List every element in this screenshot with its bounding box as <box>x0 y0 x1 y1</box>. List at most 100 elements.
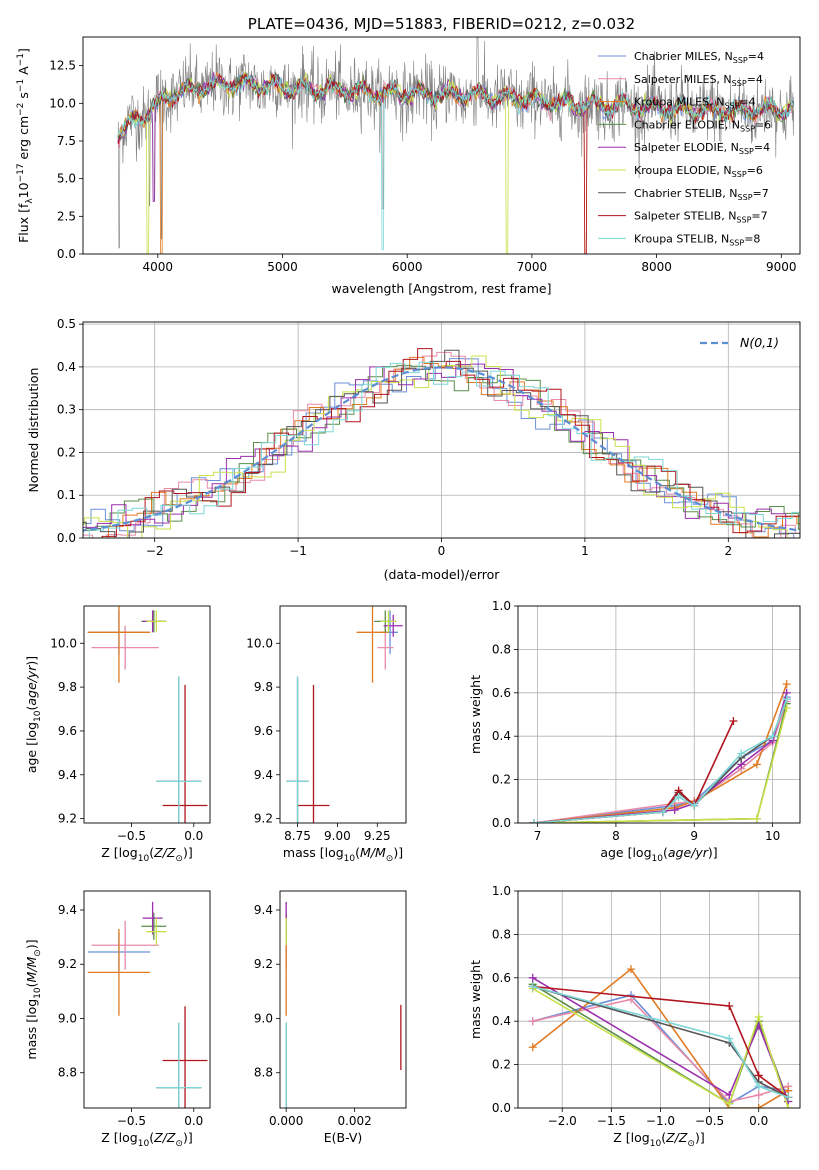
point-marker <box>752 814 761 823</box>
errorbar-salpeter_miles <box>91 625 159 670</box>
y-tick-label: 10.0 <box>246 636 273 650</box>
errorbar-chabrier_elodie <box>141 912 167 940</box>
x-tick-label: 4000 <box>143 260 174 274</box>
x-tick-label: 0.0 <box>184 829 203 843</box>
y-tick-label: 9.6 <box>58 724 77 738</box>
y-tick-label: 0.0 <box>57 247 76 261</box>
y-tick-label: 9.2 <box>58 957 77 971</box>
errorbar-salpeter_elodie <box>142 901 163 935</box>
x-tick-label: 10 <box>765 829 780 843</box>
point-marker <box>729 717 738 726</box>
x-axis-label: Z [log10(Z/Z⊙)] <box>101 845 192 864</box>
plot-area <box>87 901 208 1108</box>
y-tick-label: 0.0 <box>492 1101 511 1115</box>
x-tick-label: 8.75 <box>284 829 311 843</box>
y-tick-label: 0.4 <box>492 1014 511 1028</box>
y-tick-label: 7.5 <box>57 134 76 148</box>
series-line-chabrier_miles <box>533 696 788 823</box>
errorbar-kroupa_elodie <box>146 918 167 946</box>
x-tick-label: −0.5 <box>695 1114 724 1128</box>
x-axis-label: (data-model)/error <box>384 567 501 582</box>
plot-area <box>285 901 402 1108</box>
x-tick-label: −2.0 <box>548 1114 577 1128</box>
legend-label-kroupa_stelib: Kroupa STELIB, NSSP=8 <box>634 232 760 247</box>
x-tick-label: 0.0 <box>749 1114 768 1128</box>
series-line-kroupa_miles <box>532 967 789 1108</box>
axes-spine <box>82 36 801 255</box>
errorbar-salpeter_stelib <box>162 684 208 823</box>
x-tick-label: 6000 <box>392 260 423 274</box>
point-marker <box>529 819 538 823</box>
axes-spine <box>279 890 407 1109</box>
panel-spectrum: 4000 5000 6000 7000 8000 9000 0.0 2.5 5.0 7.5 10.0… <box>16 15 801 296</box>
y-tick-label: 9.0 <box>254 1011 273 1025</box>
y-tick-label: 9.2 <box>254 812 273 826</box>
x-axis-label: age [log10(age/yr)] <box>600 845 717 864</box>
axes-frame: −0.5 0.0 9.2 9.4 9.6 9.8 10.0 Z [log10(Z/Z⊙)] ag… <box>24 605 211 864</box>
series-line-salpeter_stelib <box>532 985 789 1098</box>
point-marker <box>725 1099 734 1108</box>
series-kroupa_stelib <box>528 982 793 1102</box>
legend-label-kroupa_elodie: Kroupa ELODIE, NSSP=6 <box>634 164 763 179</box>
y-tick-label: 9.4 <box>58 768 77 782</box>
y-tick-label: 5.0 <box>57 172 76 186</box>
errorbar-salpeter_elodie <box>383 614 403 637</box>
y-tick-label: 1.0 <box>492 884 511 898</box>
point-marker <box>725 1034 734 1043</box>
errorbar-kroupa_miles <box>356 606 389 683</box>
point-marker <box>674 792 683 801</box>
histogram-kroupa_elodie <box>83 355 800 538</box>
point-marker <box>752 760 761 769</box>
point-marker <box>754 1071 763 1080</box>
point-marker <box>782 680 791 689</box>
series-line-kroupa_stelib <box>532 985 789 1098</box>
point-marker <box>528 973 537 982</box>
point-marker <box>784 1104 793 1108</box>
axes-spine <box>83 890 211 1109</box>
y-axis-label: age [log10(age/yr)] <box>24 656 43 773</box>
point-marker <box>528 1017 537 1026</box>
plot-area <box>117 37 795 254</box>
legend-label-chabrier_miles: Chabrier MILES, NSSP=4 <box>634 50 764 65</box>
errorbar-salpeter_stelib <box>162 1006 208 1108</box>
series-line-kroupa_elodie <box>532 987 789 1108</box>
point-marker <box>725 1002 734 1011</box>
x-tick-label: −0.5 <box>117 829 146 843</box>
panel-mass_vs_ebv: 0.000 0.002 8.8 9.0 9.2 9.4 E(B-V) <box>254 890 407 1145</box>
point-marker <box>754 1090 763 1099</box>
errorbar-kroupa_elodie <box>380 610 397 633</box>
point-marker <box>626 965 635 974</box>
series-line-salpeter_elodie <box>533 692 788 823</box>
point-marker <box>784 1093 793 1102</box>
panel-massweight_vs_Z: −2.0 −1.5 −1.0 −0.5 0.0 0.0 0.2 0.4 0.6 0.8 1.0 Z [… <box>468 884 801 1149</box>
x-tick-label: 0.000 <box>269 1114 303 1128</box>
series-line-salpeter_miles <box>533 701 788 823</box>
y-axis-label: Flux [fλ10−17 erg cm−2 s−1 A−1] <box>16 48 35 243</box>
x-axis-label: E(B-V) <box>324 1130 363 1145</box>
y-axis-label: mass weight <box>468 960 483 1039</box>
point-marker <box>754 1104 763 1108</box>
y-tick-label: 12.5 <box>49 59 76 73</box>
panel-mass_vs_Z: −0.5 0.0 8.8 9.0 9.2 9.4 Z [log10(Z/Z⊙)] mass [… <box>24 890 211 1149</box>
y-tick-label: 0.0 <box>57 531 76 545</box>
x-tick-label: 8 <box>612 829 620 843</box>
axes-spine <box>517 890 801 1109</box>
axes-frame: −0.5 0.0 8.8 9.0 9.2 9.4 Z [log10(Z/Z⊙)] mass [… <box>24 890 211 1149</box>
y-tick-label: 0.4 <box>57 360 76 374</box>
x-tick-label: −1 <box>289 544 307 558</box>
x-tick-label: 0 <box>438 544 446 558</box>
series-kroupa_stelib <box>529 695 791 823</box>
axes-spine <box>83 605 211 824</box>
x-tick-label: 8000 <box>641 260 672 274</box>
x-tick-label: 7000 <box>517 260 548 274</box>
y-tick-label: 0.2 <box>57 445 76 459</box>
errorbar-salpeter_miles <box>91 920 159 970</box>
x-tick-label: 1 <box>581 544 589 558</box>
y-tick-label: 10.0 <box>49 96 76 110</box>
errorbar-kroupa_miles <box>87 928 151 1016</box>
errorbar-salpeter_stelib <box>297 684 330 823</box>
point-marker <box>658 808 667 817</box>
y-tick-label: 0.4 <box>492 729 511 743</box>
residual-legend: N(0,1) <box>700 335 779 350</box>
y-tick-label: 0.6 <box>492 971 511 985</box>
